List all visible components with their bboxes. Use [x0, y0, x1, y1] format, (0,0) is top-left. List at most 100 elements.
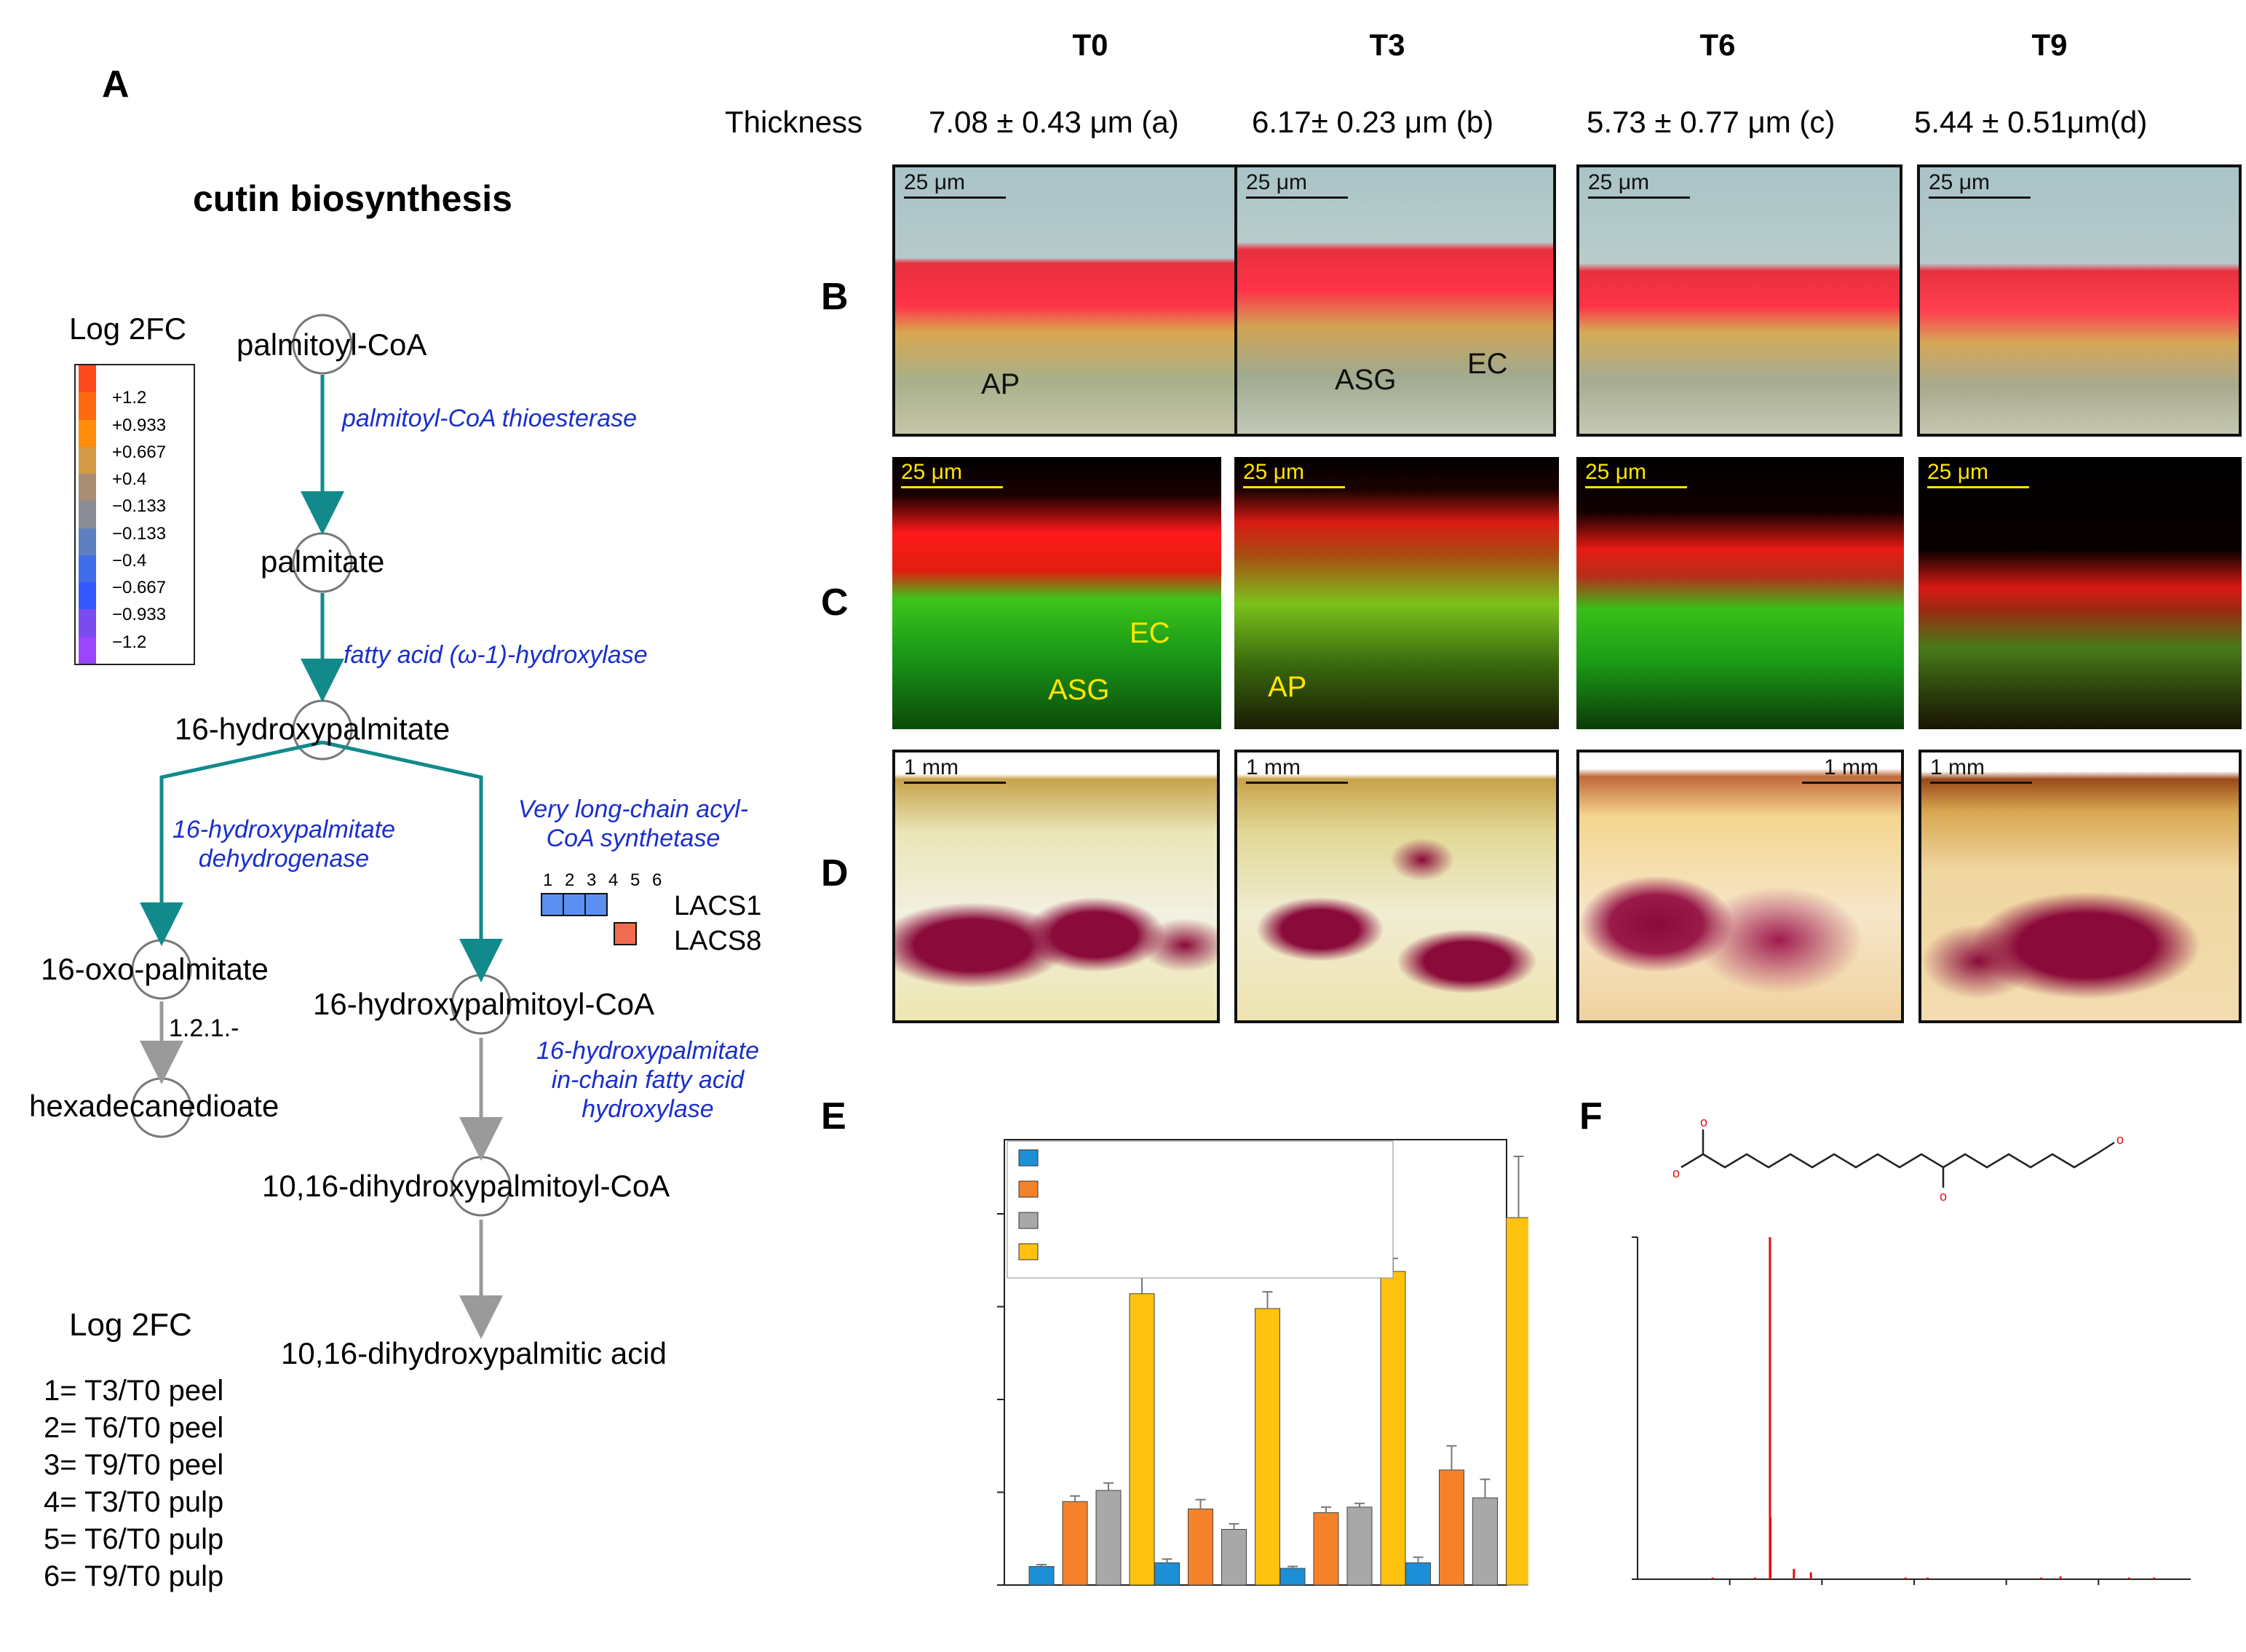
- hydroxyl-bond: [1680, 1153, 1704, 1169]
- label-ec: EC: [1467, 348, 1508, 380]
- scale-label: 25 μm: [904, 170, 965, 194]
- colorbar-swatch: [79, 474, 96, 501]
- bar: [1506, 1217, 1528, 1586]
- legend-item: 5= T6/T0 pulp: [44, 1523, 224, 1555]
- colorbar-swatch: [79, 365, 96, 393]
- legend-item: 4= T3/T0 pulp: [44, 1486, 224, 1518]
- bar: [1188, 1508, 1213, 1586]
- colorbar-swatch: [79, 582, 96, 610]
- micrograph-c-t0: 25 μm EC ASG: [892, 457, 1221, 729]
- bar: [1129, 1293, 1155, 1586]
- scale-label: 1 mm: [1930, 755, 1985, 779]
- scale-label: 1 mm: [1824, 755, 1878, 779]
- colorbar-tick-label: +0.4: [112, 469, 147, 490]
- panel-label-f: F: [1579, 1095, 1603, 1137]
- enzyme-hydroxylase: fatty acid (ω-1)-hydroxylase: [344, 641, 648, 669]
- heat-cell: [563, 893, 586, 916]
- spectrum-area: [1632, 1236, 2191, 1585]
- oxygen-atom: o: [1700, 1115, 1707, 1129]
- bar: [1346, 1506, 1373, 1586]
- colorbar-swatch: [79, 446, 96, 474]
- scale-bar: [1243, 486, 1345, 488]
- enzyme-lacs: Very long-chain acyl- CoA synthetase: [495, 795, 771, 853]
- node-10-16-dihydroxypalmitoyl-coa: 10,16-dihydroxypalmitoyl-CoA: [262, 1169, 670, 1203]
- enzyme-inchain-line3: hydroxylase: [582, 1095, 714, 1123]
- panel-label-c: C: [821, 581, 849, 624]
- node-palmitoyl-coa: palmitoyl-CoA: [237, 327, 427, 362]
- legend-swatch: [1018, 1180, 1039, 1198]
- micrograph-c-t3: 25 μm AP: [1234, 457, 1559, 729]
- legend-item: 2= T6/T0 peel: [44, 1412, 224, 1444]
- gene-lacs1: LACS1: [674, 891, 762, 921]
- grid-col: 2: [565, 870, 575, 890]
- enzyme-dehydrogenase-line2: dehydrogenase: [198, 845, 370, 873]
- scale-bar: [901, 486, 1003, 488]
- colorbar-swatch: [79, 636, 96, 664]
- micrograph-d-t6: 1 mm: [1576, 750, 1904, 1023]
- enzyme-dehydrogenase-line1: 16-hydroxypalmitate: [172, 816, 396, 843]
- micrograph-c-t6: 25 μm: [1576, 457, 1904, 729]
- scale-bar: [904, 782, 1006, 784]
- ec-number: 1.2.1.-: [169, 1014, 239, 1042]
- grid-col: 6: [652, 870, 662, 890]
- thickness-label: Thickness: [725, 105, 863, 139]
- micrograph-d-t3: 1 mm: [1234, 750, 1559, 1023]
- node-circle: [292, 314, 353, 375]
- label-ap: AP: [981, 368, 1020, 400]
- label-asg: ASG: [1048, 674, 1110, 706]
- column-header-t6: T6: [1699, 28, 1736, 62]
- bar: [1472, 1497, 1498, 1586]
- bar: [1313, 1512, 1339, 1586]
- node-16-hydroxypalmitate: 16-hydroxypalmitate: [175, 712, 451, 746]
- scale-bar: [1246, 782, 1348, 784]
- oxygen-atom: o: [1940, 1189, 1947, 1204]
- column-header-t3: T3: [1369, 28, 1405, 62]
- enzyme-dehydrogenase: 16-hydroxypalmitate dehydrogenase: [160, 815, 408, 873]
- panel-label-a: A: [102, 63, 130, 106]
- scale-bar: [1588, 196, 1690, 199]
- chemical-structure: o o o o: [1672, 1115, 2124, 1204]
- bar: [1062, 1501, 1088, 1586]
- heat-cell: [541, 893, 564, 916]
- pathway-arrow: [322, 740, 503, 982]
- thickness-t3: 6.17± 0.23 μm (b): [1252, 105, 1494, 139]
- legend-box: [1007, 1140, 1394, 1279]
- hydroxyl-bond: [2095, 1141, 2115, 1156]
- label-asg: ASG: [1335, 364, 1397, 396]
- bar: [1095, 1490, 1122, 1586]
- enzyme-thioesterase: palmitoyl-CoA thioesterase: [342, 405, 638, 432]
- bar: [1439, 1469, 1464, 1586]
- pathway-arrow: [140, 740, 323, 946]
- scale-bar: [1929, 196, 2031, 199]
- bar-chart: [997, 1139, 1528, 1586]
- panel-label-d: D: [821, 852, 849, 894]
- bar: [1279, 1568, 1306, 1586]
- enzyme-inchain-line2: in-chain fatty acid: [551, 1066, 745, 1094]
- column-header-t9: T9: [2031, 28, 2068, 62]
- gene-heatmap-grid: [541, 893, 637, 945]
- pathway-title: cutin biosynthesis: [193, 178, 512, 219]
- enzyme-inchain-hydroxylase: 16-hydroxypalmitate in-chain fatty acid …: [509, 1036, 786, 1124]
- bar: [1028, 1566, 1055, 1586]
- enzyme-inchain-line1: 16-hydroxypalmitate: [536, 1037, 760, 1065]
- colorbar-swatch: [79, 528, 96, 555]
- column-header-t0: T0: [1072, 28, 1108, 62]
- panel-label-b: B: [821, 276, 849, 318]
- colorbar-swatch: [79, 419, 96, 447]
- colorbar-tick-label: −0.133: [112, 523, 167, 544]
- legend-swatch: [1018, 1212, 1039, 1229]
- scale-bar: [1585, 486, 1687, 488]
- label-ap: AP: [1268, 671, 1307, 703]
- scale-label: 25 μm: [1588, 170, 1649, 194]
- enzyme-lacs-line2: CoA synthetase: [546, 825, 721, 852]
- gene-lacs8: LACS8: [674, 926, 762, 956]
- log2fc-legend-list: 1= T3/T0 peel 2= T6/T0 peel 3= T9/T0 pee…: [44, 1373, 223, 1595]
- plot-area: [997, 1139, 1528, 1586]
- scale-label: 25 μm: [1927, 460, 1988, 484]
- colorbar-tick-label: −0.667: [112, 578, 167, 598]
- legend-swatch: [1018, 1149, 1039, 1167]
- scale-label: 25 μm: [901, 460, 962, 484]
- pathway-diagram: [131, 314, 512, 1339]
- colorbar-swatch: [79, 501, 96, 528]
